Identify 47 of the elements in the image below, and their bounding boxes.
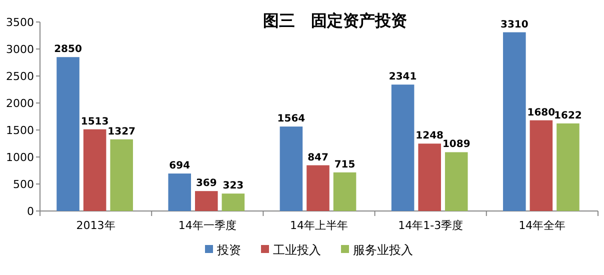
x-tick-label: 14年全年: [518, 219, 566, 232]
y-tick-label: 500: [13, 178, 34, 191]
data-label: 1513: [80, 116, 109, 128]
bar: [110, 139, 133, 211]
data-label: 694: [169, 160, 190, 172]
x-tick-label: 2013年: [76, 219, 116, 232]
x-tick-label: 14年1-3季度: [398, 219, 464, 232]
data-label: 3310: [500, 19, 528, 30]
data-label: 1089: [442, 139, 470, 150]
y-tick-label: 2000: [6, 97, 34, 110]
data-label: 847: [308, 152, 328, 164]
y-tick-label: 0: [27, 205, 34, 218]
bar: [530, 120, 553, 211]
bar: [280, 126, 303, 211]
x-tick-label: 14年上半年: [290, 219, 348, 232]
x-tick-label: 14年一季度: [178, 219, 236, 232]
bar: [195, 191, 218, 211]
bar: [222, 194, 245, 211]
bar: [306, 165, 330, 211]
y-tick-label: 3000: [6, 43, 34, 56]
bar: [503, 32, 526, 211]
y-tick-label: 2500: [6, 70, 34, 83]
data-label: 323: [222, 180, 244, 192]
bar: [418, 144, 441, 211]
y-tick-label: 1500: [6, 124, 34, 137]
legend-label: 服务业投入: [353, 243, 413, 257]
legend-label: 工业投入: [273, 243, 321, 257]
data-label: 1622: [554, 110, 582, 122]
bar: [556, 123, 580, 211]
data-label: 1248: [416, 130, 444, 142]
y-tick-label: 3500: [6, 16, 34, 29]
data-label: 2341: [388, 72, 417, 83]
bar: [56, 57, 80, 211]
data-label: 1680: [527, 107, 556, 118]
bar: [391, 84, 414, 211]
legend-label: 投资: [216, 243, 241, 257]
data-label: 2850: [54, 44, 82, 56]
bar: [83, 129, 106, 211]
bar: [444, 152, 468, 211]
bar: [333, 172, 356, 211]
data-label: 1564: [277, 114, 306, 125]
data-label: 1327: [108, 126, 136, 138]
bar: [168, 174, 192, 211]
data-label: 369: [196, 178, 217, 190]
data-label: 715: [334, 159, 356, 170]
chart-title: 图三 固定资产投资: [263, 11, 407, 30]
y-tick-label: 1000: [6, 151, 34, 164]
